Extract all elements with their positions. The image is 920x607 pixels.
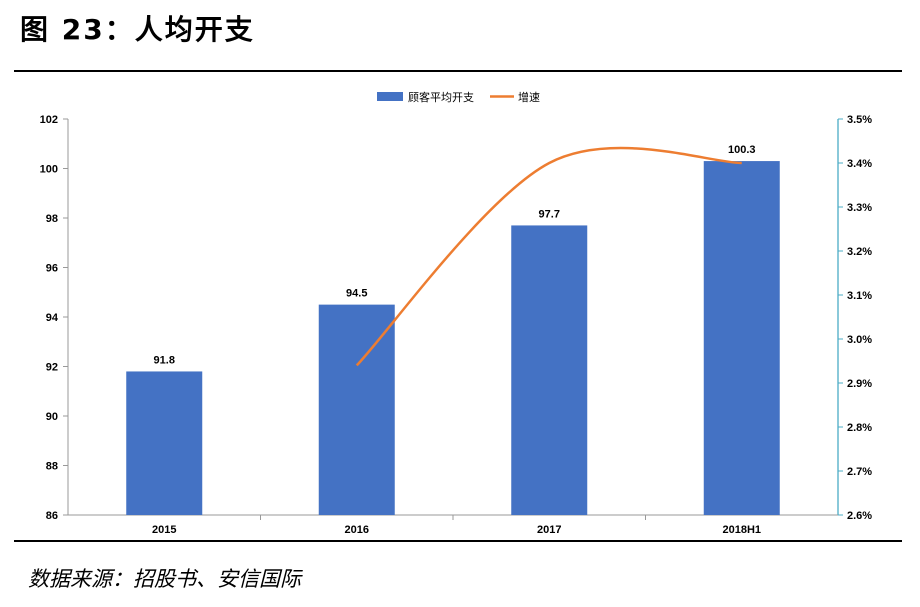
bar (703, 161, 780, 515)
right-tick-label: 2.7% (847, 466, 872, 478)
figure-title: 图 23：人均开支 (20, 13, 255, 46)
right-tick-label: 2.9% (847, 378, 872, 390)
bar-data-label: 94.5 (346, 288, 367, 300)
left-tick-label: 90 (46, 411, 58, 423)
x-tick-label: 2018H1 (722, 524, 761, 536)
legend-bar-swatch (377, 92, 403, 101)
x-tick-label: 2017 (537, 524, 561, 536)
right-tick-label: 3.4% (847, 158, 872, 170)
right-tick-label: 3.3% (847, 202, 872, 214)
legend-bar-label: 顾客平均开支 (408, 90, 474, 104)
left-tick-label: 96 (46, 263, 58, 275)
left-tick-label: 92 (46, 362, 58, 374)
bar-data-label: 91.8 (154, 354, 175, 366)
top-rule (14, 70, 902, 72)
bars (126, 161, 780, 516)
growth-line (355, 146, 742, 367)
source-note: 数据来源：招股书、安信国际 (28, 567, 301, 591)
legend-line-label: 增速 (518, 90, 540, 104)
bar-data-label: 97.7 (539, 208, 560, 220)
right-tick-label: 3.1% (847, 290, 872, 302)
left-tick-label: 98 (46, 213, 58, 225)
right-tick-label: 3.0% (847, 334, 872, 346)
bar (318, 304, 395, 515)
right-tick-label: 2.8% (847, 422, 872, 434)
left-tick-label: 102 (40, 114, 58, 126)
left-tick-label: 88 (46, 461, 58, 473)
bar-data-labels: 91.8 94.5 97.7 100.3 (154, 144, 756, 366)
x-tick-labels: 2015 2016 2017 2018H1 (152, 515, 761, 536)
left-tick-label: 94 (46, 312, 59, 324)
bar (511, 225, 588, 516)
bottom-rule (14, 540, 902, 542)
right-tick-label: 2.6% (847, 510, 872, 522)
left-tick-label: 86 (46, 510, 58, 522)
left-tick-labels: 86 88 90 92 94 96 98 100 102 (40, 114, 68, 522)
right-tick-labels: 2.6% 2.7% 2.8% 2.9% 3.0% 3.1% 3.2% 3.3% 3.4% 3.5% (838, 114, 872, 522)
bar (126, 371, 203, 515)
x-tick-label: 2016 (345, 524, 369, 536)
bar-data-label: 100.3 (728, 144, 756, 156)
legend: 顾客平均开支 增速 (377, 90, 540, 104)
x-tick-label: 2015 (152, 524, 176, 536)
right-tick-label: 3.2% (847, 246, 872, 258)
right-tick-label: 3.5% (847, 114, 872, 126)
left-tick-label: 100 (40, 164, 58, 176)
